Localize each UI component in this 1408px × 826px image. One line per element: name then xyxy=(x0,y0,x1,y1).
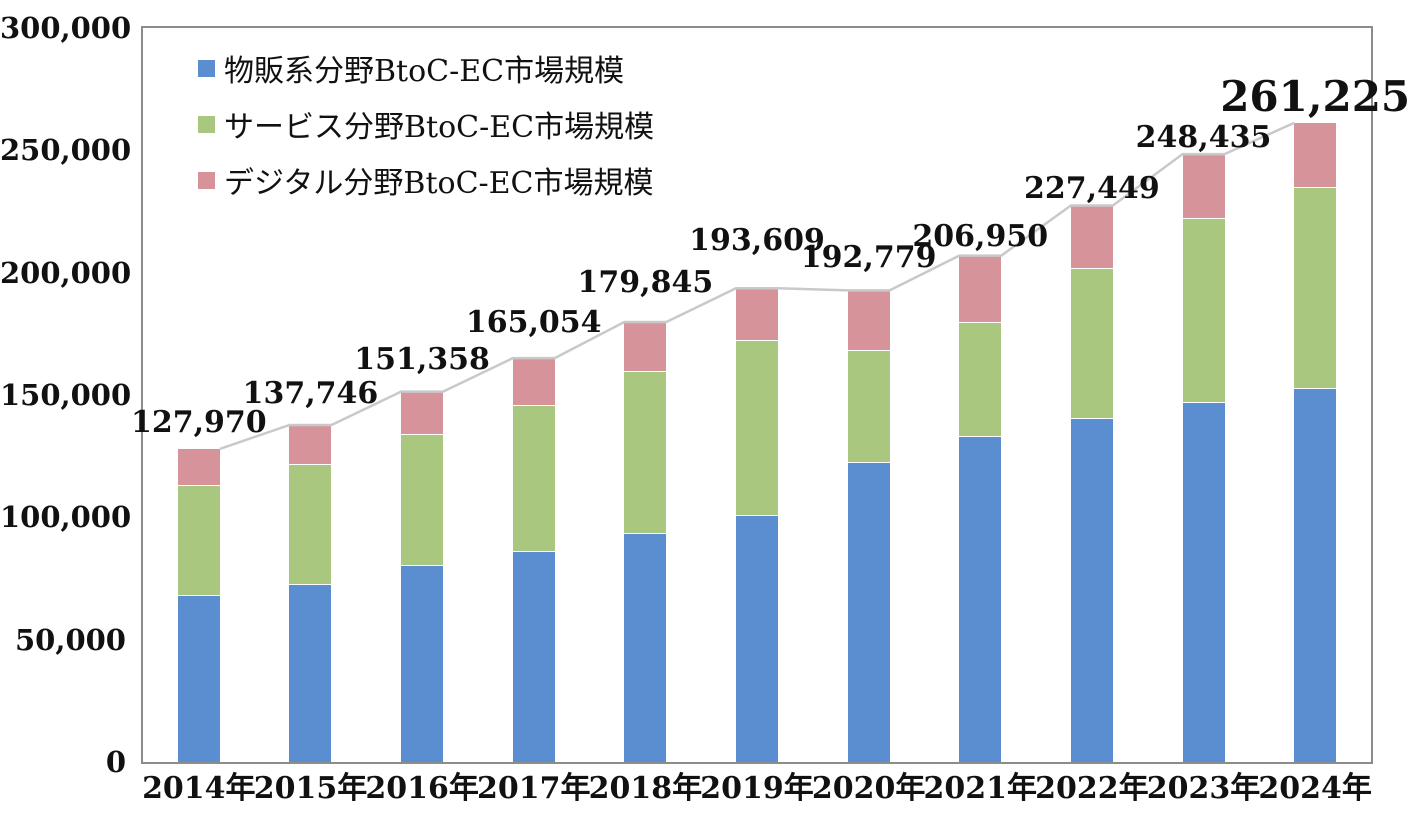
legend-item: デジタル分野BtoC-EC市場規模 xyxy=(198,152,654,208)
bar-segment-buppan xyxy=(289,584,332,762)
legend-swatch-icon xyxy=(198,59,215,77)
bar-segment-service xyxy=(1182,219,1225,403)
bar-segment-buppan xyxy=(736,516,778,762)
bar-segment-buppan xyxy=(512,551,555,762)
bar-segment-digital xyxy=(847,290,890,351)
x-axis-label: 2021年 xyxy=(923,771,1038,806)
bar-segment-buppan xyxy=(624,534,667,762)
bar-segment-buppan xyxy=(959,436,1002,762)
y-axis-label: 300,000 xyxy=(0,11,132,45)
x-axis-label: 2023年 xyxy=(1146,771,1261,806)
bar-segment-digital xyxy=(959,255,1002,324)
legend-item: サービス分野BtoC-EC市場規模 xyxy=(198,96,654,152)
total-label: 165,054 xyxy=(465,305,602,341)
bar-segment-digital xyxy=(512,358,555,406)
y-axis-label: 250,000 xyxy=(0,133,132,168)
total-label: 137,746 xyxy=(242,375,379,411)
x-axis-label: 2017年 xyxy=(476,771,591,806)
total-label: 248,435 xyxy=(1135,120,1272,156)
legend: 物販系分野BtoC-EC市場規模 サービス分野BtoC-EC市場規模 デジタル分野B… xyxy=(198,40,654,208)
x-axis-label: 2024年 xyxy=(1258,771,1372,806)
bar-segment-buppan xyxy=(177,595,220,762)
total-label: 179,845 xyxy=(577,264,714,300)
x-axis-label: 2020年 xyxy=(811,771,926,806)
bar-segment-service xyxy=(959,323,1002,437)
legend-swatch-icon xyxy=(198,115,215,133)
x-axis-label: 2022年 xyxy=(1035,771,1149,806)
y-axis-label: 0 xyxy=(105,745,126,779)
total-label: 127,970 xyxy=(130,404,267,440)
legend-label: デジタル分野BtoC-EC市場規模 xyxy=(224,166,654,201)
x-axis-label: 2014年 xyxy=(142,771,256,806)
legend-label: サービス分野BtoC-EC市場規模 xyxy=(224,110,655,145)
bar-segment-service xyxy=(624,371,667,535)
plot-area-border xyxy=(141,26,1373,764)
x-axis-label: 2018年 xyxy=(588,771,703,806)
bar-segment-digital xyxy=(177,448,220,486)
legend-swatch-icon xyxy=(198,171,215,189)
bar-segment-digital xyxy=(624,321,667,372)
bar-segment-buppan xyxy=(1182,402,1225,762)
bar-segment-digital xyxy=(289,424,332,465)
total-label: 261,225 xyxy=(1220,71,1408,121)
x-axis-label: 2015年 xyxy=(253,771,368,806)
y-axis-label: 50,000 xyxy=(15,622,126,657)
total-label: 151,358 xyxy=(354,341,490,377)
bar-segment-service xyxy=(289,464,332,585)
y-axis-label: 100,000 xyxy=(0,500,132,535)
bar-segment-service xyxy=(512,405,555,552)
bar-segment-digital xyxy=(1182,154,1225,219)
bar-segment-digital xyxy=(1294,122,1337,188)
bar-segment-buppan xyxy=(1070,419,1113,762)
bar-segment-service xyxy=(1070,269,1113,420)
bar-segment-buppan xyxy=(1294,389,1337,762)
x-axis-label: 2019年 xyxy=(700,771,814,806)
bar-segment-digital xyxy=(401,391,444,436)
bar-segment-service xyxy=(1294,187,1337,390)
x-axis-label: 2016年 xyxy=(365,771,479,806)
total-label: 227,449 xyxy=(1024,170,1160,206)
bar-segment-service xyxy=(736,340,778,517)
bar-segment-buppan xyxy=(847,462,890,762)
y-axis-label: 150,000 xyxy=(0,378,132,412)
bar-segment-digital xyxy=(736,288,778,341)
bar-segment-buppan xyxy=(401,566,444,762)
legend-label: 物販系分野BtoC-EC市場規模 xyxy=(224,54,625,89)
bar-segment-service xyxy=(177,485,220,596)
bar-segment-service xyxy=(401,435,444,567)
total-label: 206,950 xyxy=(912,218,1049,254)
bar-segment-service xyxy=(847,350,890,463)
y-axis-label: 200,000 xyxy=(0,255,132,290)
legend-item: 物販系分野BtoC-EC市場規模 xyxy=(198,40,654,96)
bar-segment-digital xyxy=(1070,205,1113,270)
